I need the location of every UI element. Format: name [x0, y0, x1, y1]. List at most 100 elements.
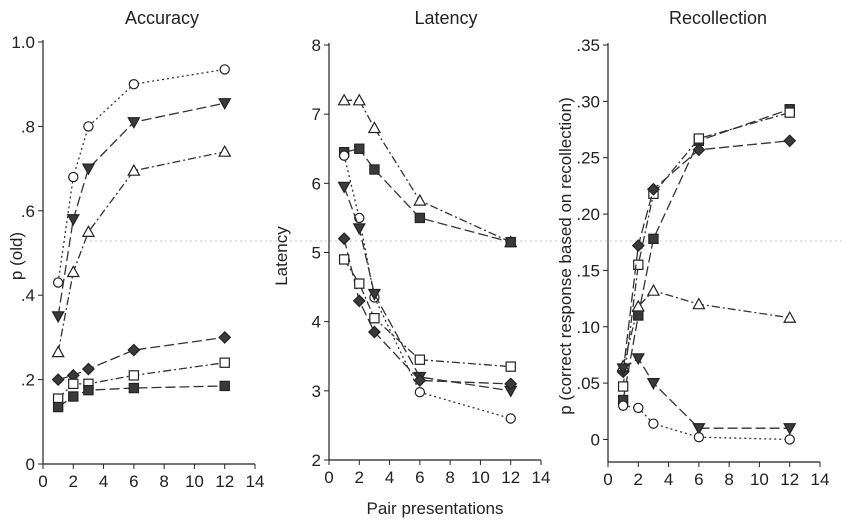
x-tick-label: 6 [129, 472, 138, 491]
data-point [784, 434, 795, 445]
data-point [66, 214, 80, 227]
data-point [51, 311, 65, 324]
data-point [367, 121, 382, 134]
data-point [505, 413, 516, 424]
series-2 [51, 98, 232, 324]
x-tick-label: 8 [445, 468, 454, 487]
x-tick-label: 2 [69, 472, 78, 491]
x-tick-label: 6 [694, 470, 703, 489]
y-tick-label: 8 [312, 36, 321, 55]
x-tick-label: 10 [750, 470, 769, 489]
data-point [617, 381, 629, 392]
data-point [218, 144, 232, 157]
x-tick-label: 4 [99, 472, 108, 491]
panel-title: Latency [414, 8, 477, 28]
data-point [633, 402, 644, 414]
series-3 [616, 134, 797, 379]
series-6 [617, 400, 795, 445]
y-tick-label: .4 [21, 286, 35, 305]
y-tick-label: 7 [312, 105, 321, 124]
data-point [633, 259, 644, 270]
series-line [343, 155, 511, 420]
data-point [354, 143, 365, 154]
x-tick-label: 12 [501, 468, 520, 487]
data-point [218, 330, 232, 344]
x-tick-label: 10 [471, 468, 490, 487]
series-line [57, 336, 225, 381]
data-point [413, 193, 427, 206]
data-point [337, 232, 351, 246]
x-tick-label: 8 [724, 470, 733, 489]
data-point [354, 278, 365, 289]
data-point [646, 283, 661, 296]
series-line [622, 357, 790, 429]
data-point [504, 377, 518, 391]
data-point [783, 310, 797, 323]
data-point [352, 223, 366, 236]
y-tick-label: 4 [312, 313, 321, 332]
series-4 [337, 181, 518, 398]
series-line [57, 68, 225, 283]
series-2 [338, 143, 516, 248]
data-point [127, 163, 141, 176]
x-tick-label: 2 [634, 470, 643, 489]
x-tick-label: 14 [811, 470, 830, 489]
data-point [81, 362, 95, 376]
data-point [338, 150, 350, 161]
data-point [784, 107, 795, 118]
y-tick-label: .10 [576, 318, 600, 337]
y-tick-label: 6 [312, 174, 321, 193]
data-point [646, 378, 661, 390]
data-point [83, 384, 94, 396]
y-tick-label: 1.0 [11, 33, 35, 52]
data-point [631, 353, 645, 366]
data-point [219, 64, 230, 75]
data-point [337, 93, 351, 106]
data-point [338, 254, 350, 265]
data-point [646, 182, 660, 196]
series-5 [616, 353, 797, 436]
data-point [51, 345, 65, 358]
series-3 [51, 144, 232, 358]
series-line [343, 186, 511, 392]
x-tick-label: 10 [185, 472, 204, 491]
data-point [369, 164, 380, 175]
series-line [344, 99, 511, 243]
shared-x-axis-title: Pair presentations [366, 499, 503, 518]
x-tick-label: 6 [415, 468, 424, 487]
data-point [631, 299, 645, 312]
data-point [68, 171, 79, 183]
data-point [68, 391, 79, 402]
series-line [622, 289, 790, 367]
data-point [783, 134, 797, 148]
y-tick-label: 0 [591, 430, 600, 449]
y-tick-label: 0 [26, 455, 35, 474]
data-point [693, 432, 705, 443]
data-point [52, 393, 64, 404]
data-point [413, 374, 427, 387]
x-tick-label: 12 [215, 472, 234, 491]
data-point [127, 117, 141, 130]
series-1 [52, 64, 230, 288]
x-tick-label: 2 [355, 468, 364, 487]
data-point [783, 423, 797, 436]
series-3 [338, 150, 516, 424]
series-4 [616, 283, 797, 372]
data-point [369, 313, 380, 324]
series-line [622, 111, 790, 387]
y-tick-label: .25 [576, 149, 600, 168]
series-line [343, 238, 511, 385]
x-tick-label: 14 [532, 468, 551, 487]
series-line [57, 151, 225, 353]
data-point [692, 143, 706, 157]
y-axis-title: p (correct response based on recollectio… [556, 97, 575, 415]
y-tick-label: .6 [21, 202, 35, 221]
y-tick-label: .35 [576, 36, 600, 55]
series-line [57, 102, 225, 317]
y-tick-label: 2 [312, 451, 321, 470]
data-point [367, 325, 381, 339]
data-point [616, 363, 630, 376]
